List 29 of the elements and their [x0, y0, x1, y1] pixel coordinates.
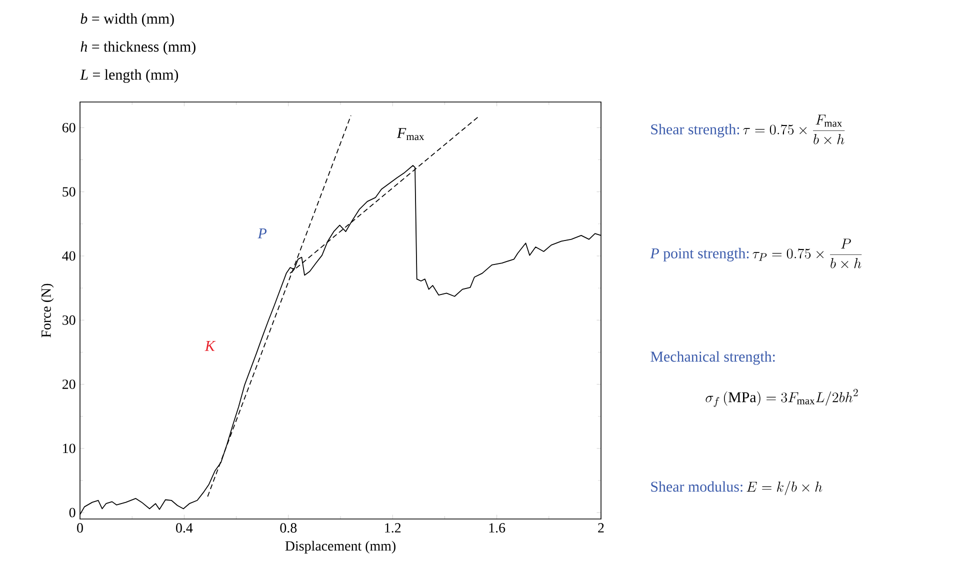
y-tick-label: 20	[62, 380, 76, 389]
text: h = thickness (mm)	[80, 41, 196, 55]
text: b = width (mm)	[80, 13, 174, 27]
annotation: F$_{max}$	[396, 128, 424, 140]
text: $\tau = 0.75\times\frac{F_{\mathrm{max}}}{b\times h}$	[743, 114, 845, 144]
y-axis-title: Force (N)	[41, 284, 54, 338]
x-tick-label: 1.6	[489, 523, 506, 533]
x-tick-label: 0.8	[280, 523, 297, 533]
y-tick-label: 0	[69, 508, 76, 518]
text: Shear modulus:	[651, 481, 742, 492]
x-axis-title: Displacement (mm)	[285, 540, 396, 554]
x-tick-label: 0	[77, 523, 83, 533]
annotation: P	[258, 228, 267, 238]
y-tick-label: 10	[63, 444, 76, 454]
y-tick-label: 30	[62, 315, 76, 325]
text: $E = k/b\times h$	[746, 480, 822, 496]
y-tick-label: 60	[62, 122, 76, 132]
text: $\sigma_f\,(\mathrm{MPa}) = 3F_{\mathrm{max}}L/2bh^2$	[706, 388, 858, 407]
y-tick-label: 50	[62, 187, 76, 197]
text: P point strength:	[650, 248, 749, 262]
x-tick-label: 0.4	[176, 523, 193, 533]
text: L = length (mm)	[80, 69, 178, 83]
text: Mechanical strength:	[650, 351, 775, 365]
x-tick-label: 2	[598, 523, 604, 532]
annotation: K	[204, 341, 216, 351]
text: $\tau_P = 0.75\times\frac{P}{b\times h}$	[752, 238, 862, 268]
y-tick-label: 40	[62, 251, 76, 261]
x-tick-label: 1.2	[385, 523, 401, 533]
text: Shear strength:	[651, 124, 740, 138]
